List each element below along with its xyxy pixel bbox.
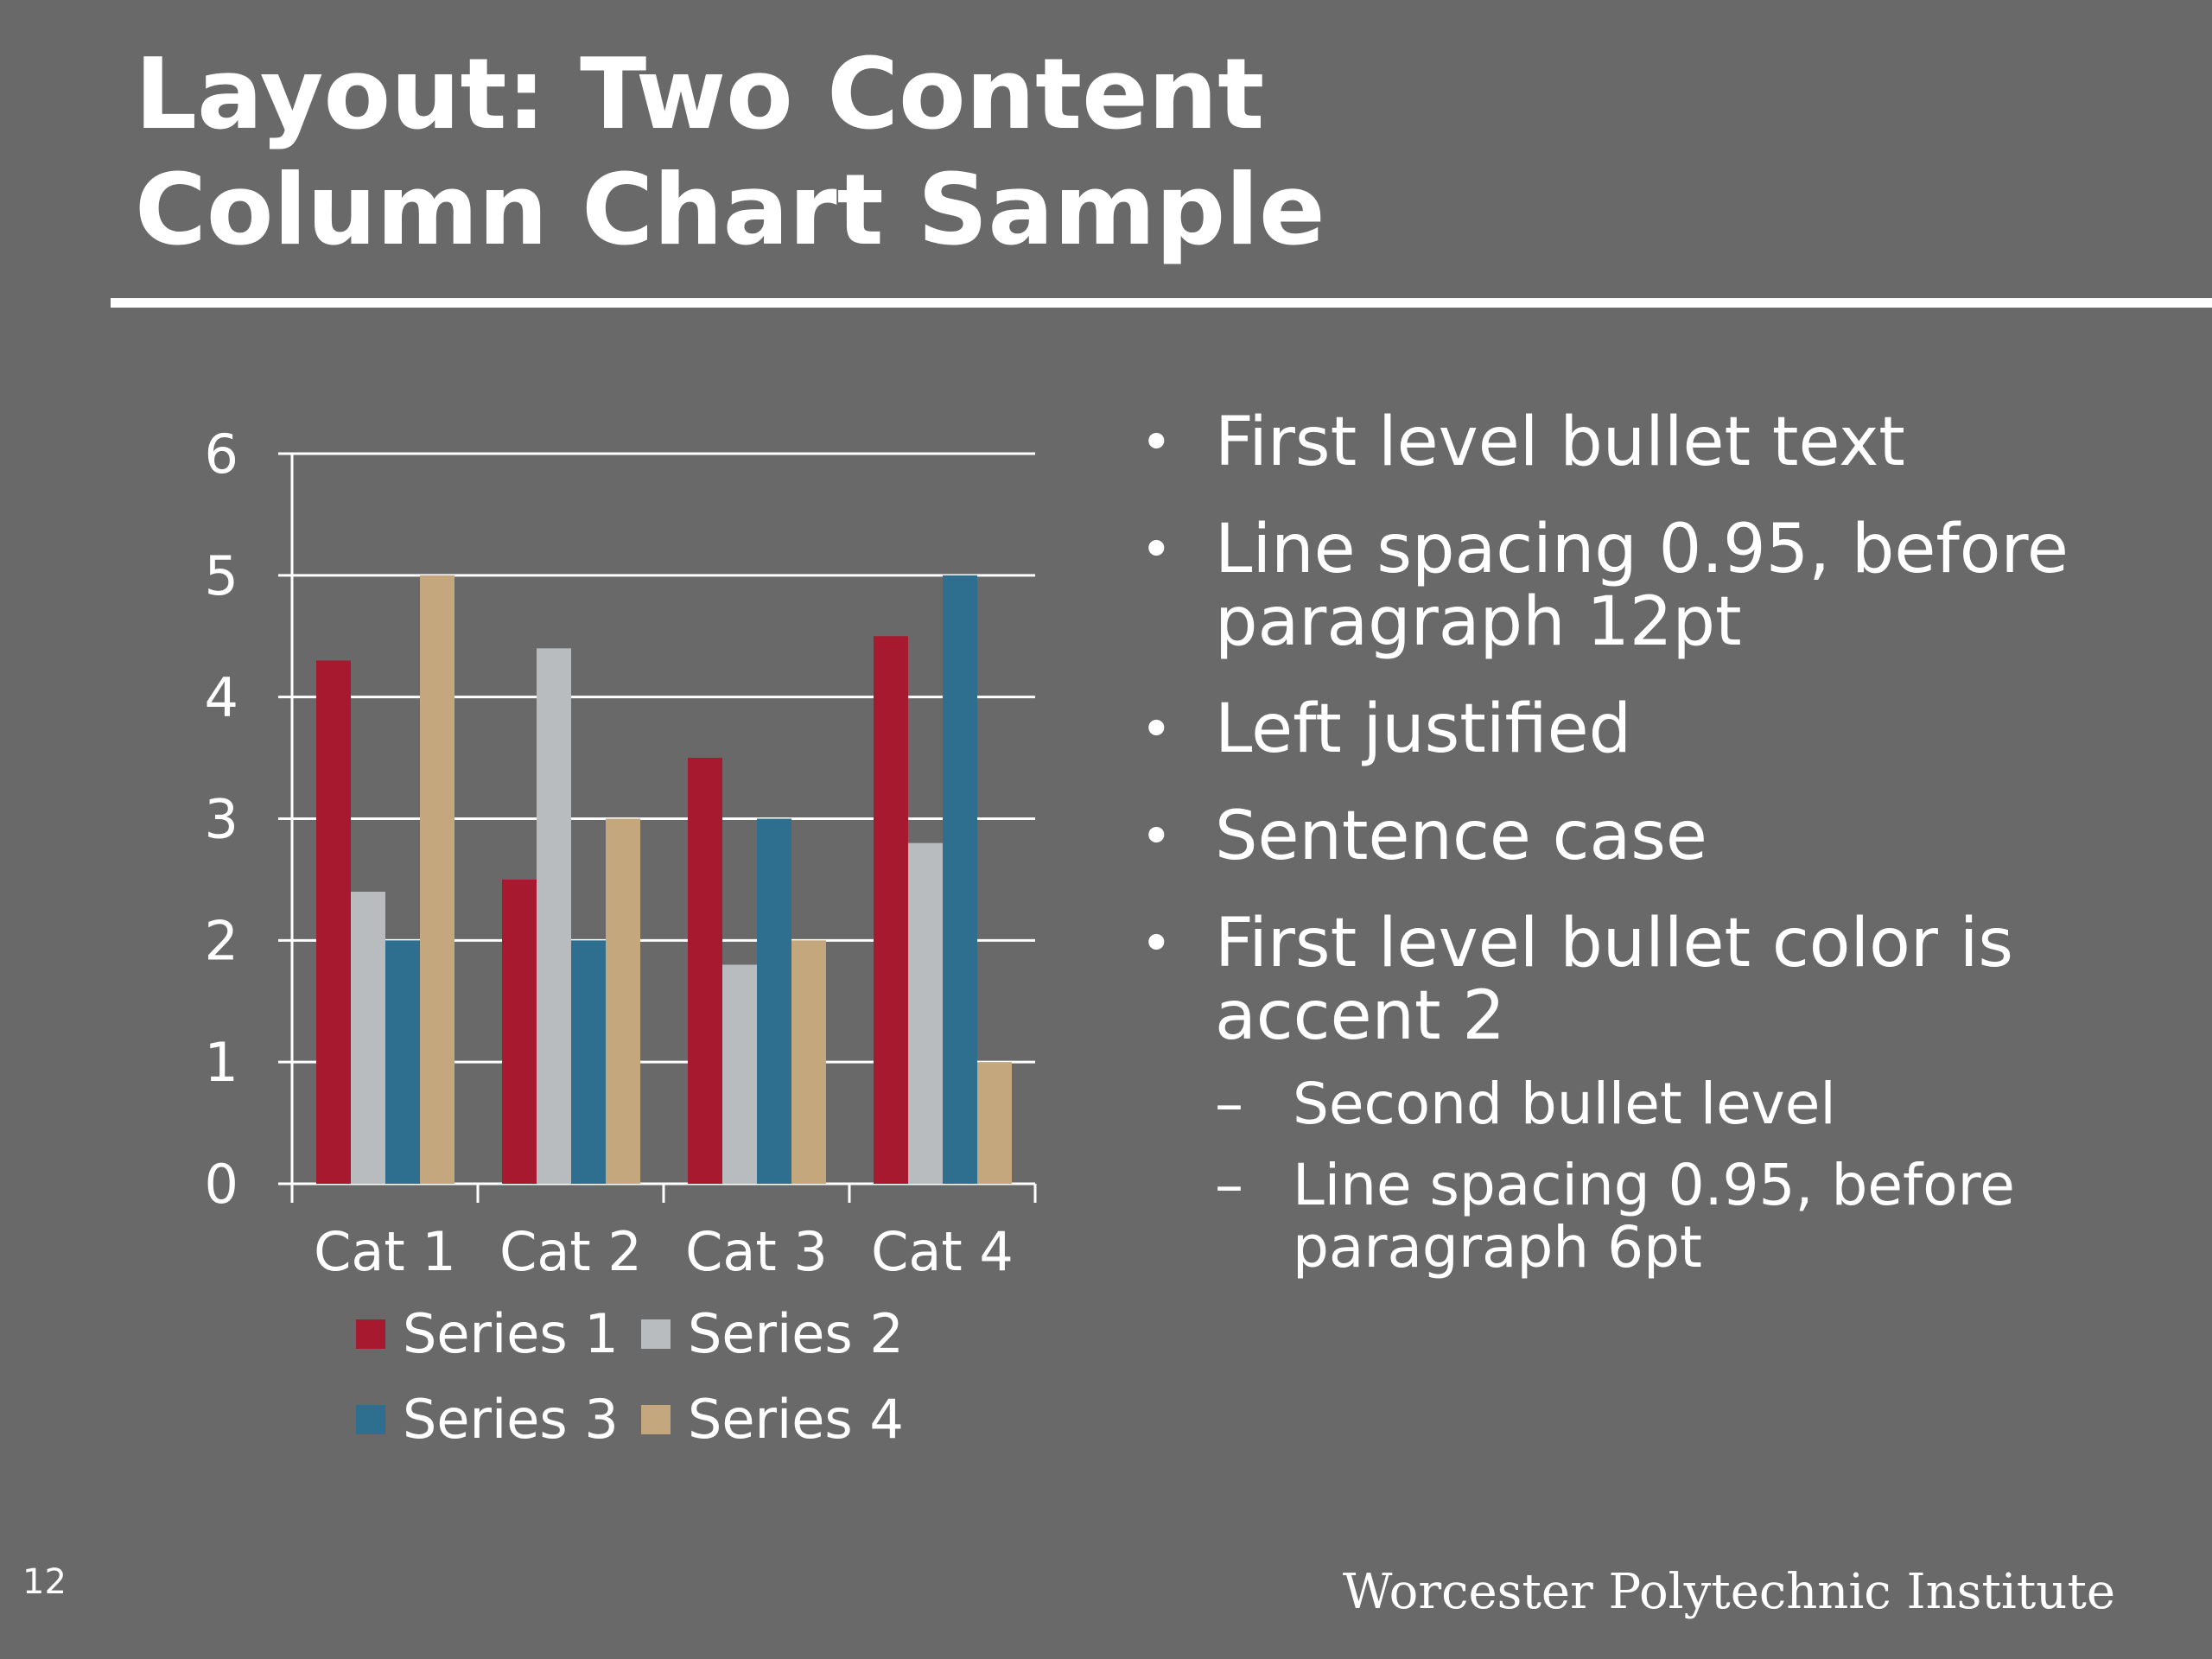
- bullet-text: Left justified: [1215, 690, 1632, 768]
- bar-series-1: [688, 758, 722, 1184]
- bar-series-2: [908, 842, 943, 1184]
- bullet-dot-icon: •: [1141, 804, 1173, 868]
- slide-title: Layout: Two Content Column Chart Sample: [135, 37, 1325, 267]
- x-category-label: Cat 1: [314, 1220, 456, 1283]
- dash-icon: –: [1215, 1152, 1243, 1218]
- y-tick-label: 3: [205, 788, 238, 851]
- sub-bullet-item: – Line spacing 0.95, before paragraph 6pt: [1215, 1154, 2160, 1279]
- bullet-item: • Sentence case: [1141, 800, 2160, 873]
- x-category-label: Cat 3: [685, 1220, 828, 1283]
- bullet-text: First level bullet text: [1215, 404, 1905, 481]
- sub-bullet-item: – Second bullet level: [1215, 1073, 2160, 1135]
- bar-series-3: [385, 940, 420, 1184]
- y-tick-label: 0: [205, 1153, 238, 1216]
- bullet-item: • First level bullet color is accent 2 – Se…: [1141, 907, 2160, 1279]
- footer-institution: Worcester Polytechnic Institute: [1342, 1564, 2115, 1620]
- bar-series-2: [351, 892, 385, 1184]
- legend-label: Series 2: [688, 1302, 904, 1365]
- bar-series-1: [502, 879, 537, 1184]
- x-category-label: Cat 2: [499, 1220, 642, 1283]
- legend-swatch: [641, 1405, 671, 1434]
- bullet-text: First level bullet color is accent 2: [1215, 905, 2014, 1055]
- legend-swatch: [356, 1319, 385, 1349]
- legend-label: Series 4: [688, 1388, 904, 1451]
- bar-series-3: [943, 575, 977, 1184]
- y-tick-label: 5: [205, 544, 238, 607]
- bar-series-1: [316, 660, 351, 1184]
- y-tick-label: 6: [205, 423, 238, 486]
- bullet-text: Line spacing 0.95, before paragraph 12pt: [1215, 511, 2069, 661]
- bar-series-3: [571, 940, 606, 1184]
- bar-series-1: [874, 636, 908, 1184]
- dash-icon: –: [1215, 1071, 1243, 1137]
- bar-series-4: [977, 1062, 1012, 1184]
- page-number: 12: [22, 1562, 67, 1602]
- bullet-list: • First level bullet text • Line spacing 0.…: [1141, 406, 2160, 1313]
- legend-swatch: [641, 1319, 671, 1349]
- bullet-dot-icon: •: [1141, 410, 1173, 474]
- bullet-item: • First level bullet text: [1141, 406, 2160, 479]
- legend-label: Series 3: [403, 1388, 619, 1451]
- bar-series-3: [757, 818, 791, 1184]
- bullet-dot-icon: •: [1141, 912, 1173, 975]
- column-chart: 0 1 2 3 4 5 6 Cat 1 Cat 2 Cat 3 Cat 4 Series 1 Serie…: [205, 423, 1037, 1451]
- y-tick-label: 1: [205, 1031, 238, 1094]
- x-category-label: Cat 4: [871, 1220, 1014, 1283]
- bullet-dot-icon: •: [1141, 518, 1173, 581]
- bar-series-4: [420, 575, 454, 1184]
- bullet-item: • Left justified: [1141, 693, 2160, 766]
- bullet-dot-icon: •: [1141, 697, 1173, 760]
- legend-swatch: [356, 1405, 385, 1434]
- legend-label: Series 1: [403, 1302, 619, 1365]
- bar-series-2: [722, 964, 757, 1184]
- sub-bullet-text: Second bullet level: [1293, 1071, 1836, 1137]
- bar-series-4: [791, 940, 826, 1184]
- title-divider: [111, 298, 2212, 308]
- bullet-item: • Line spacing 0.95, before paragraph 12p…: [1141, 513, 2160, 658]
- y-tick-label: 4: [205, 666, 238, 729]
- y-tick-label: 2: [205, 909, 238, 972]
- bullet-text: Sentence case: [1215, 798, 1707, 875]
- sub-bullet-list: – Second bullet level – Line spacing 0.95, …: [1215, 1073, 2160, 1279]
- bar-series-4: [606, 818, 640, 1184]
- bar-series-2: [537, 648, 571, 1184]
- sub-bullet-text: Line spacing 0.95, before paragraph 6pt: [1293, 1152, 2015, 1281]
